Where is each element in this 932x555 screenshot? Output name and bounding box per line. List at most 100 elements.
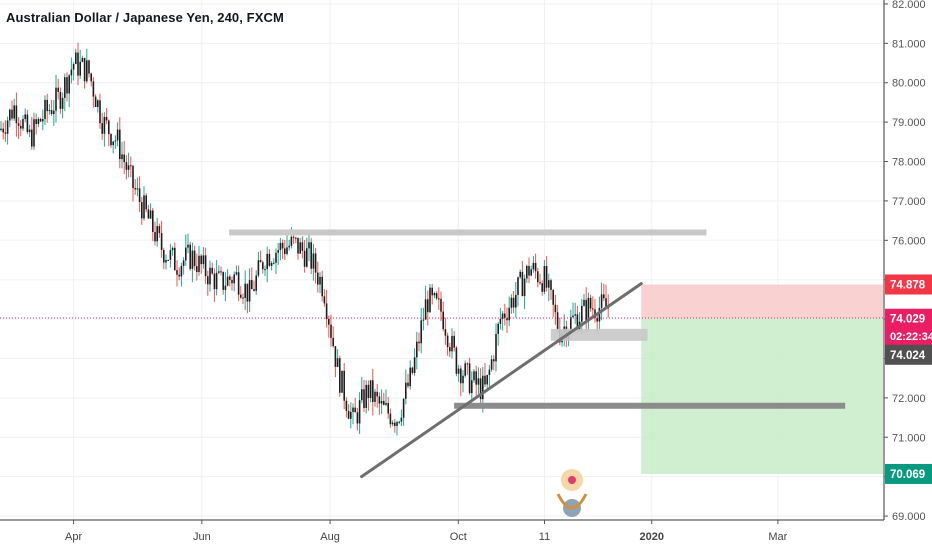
candle-body — [37, 118, 40, 124]
candle-body — [286, 247, 288, 255]
candle-body — [39, 118, 42, 122]
candle-body — [138, 188, 141, 203]
candle-body — [372, 380, 374, 403]
logo-swirl — [556, 493, 588, 510]
candle-body — [158, 226, 161, 234]
candle-body — [171, 247, 174, 251]
candle-body — [20, 125, 22, 129]
candle-body — [352, 407, 354, 412]
x-tick-label: Mar — [768, 531, 787, 543]
candle-body — [257, 260, 260, 276]
price-label-bg — [885, 274, 932, 295]
candle-body — [479, 378, 482, 400]
candle-body — [570, 317, 572, 331]
candle-body — [262, 262, 264, 270]
candle-body — [224, 285, 227, 290]
candle-body — [310, 242, 312, 269]
candle-body — [50, 110, 53, 115]
candle-body — [77, 52, 79, 76]
candle-body — [114, 140, 117, 142]
candle-body — [402, 398, 405, 418]
price-label-text: 70.069 — [890, 469, 925, 481]
candle-body — [585, 299, 587, 322]
y-tick-label: 80.000 — [892, 78, 926, 90]
candle-body — [253, 289, 255, 291]
candle-body — [380, 400, 383, 404]
candle-body — [356, 412, 359, 424]
candle-body — [132, 165, 134, 189]
candle-body — [83, 57, 86, 82]
candle-body — [449, 347, 451, 352]
candle-body — [488, 369, 491, 376]
candle-body — [605, 298, 607, 307]
candle-body — [363, 389, 365, 408]
candle-body — [273, 262, 275, 264]
candle-body — [482, 375, 484, 400]
candle-body — [255, 275, 257, 291]
candle-body — [94, 96, 97, 108]
candle-body — [180, 265, 183, 277]
candle-body — [167, 259, 169, 261]
y-tick-label: 77.000 — [892, 196, 926, 208]
candle-body — [75, 52, 77, 64]
candle-body — [279, 242, 282, 251]
candle-body — [521, 271, 524, 297]
y-tick-label: 72.000 — [892, 393, 926, 405]
candle-body — [53, 110, 55, 115]
candle-body — [145, 195, 147, 210]
candle-body — [319, 276, 321, 285]
candle-body — [418, 341, 420, 344]
candle-body — [530, 269, 532, 276]
candle-body — [163, 250, 165, 263]
candle-body — [552, 289, 554, 305]
candle-body — [292, 236, 295, 238]
candle-body — [70, 69, 73, 76]
candle-body — [422, 319, 425, 321]
candle-body — [532, 262, 535, 270]
candle-body — [9, 109, 11, 121]
candle-body — [248, 280, 251, 302]
candle-body — [61, 97, 64, 109]
candle-body — [189, 244, 191, 269]
candle-body — [468, 363, 471, 394]
candle-body — [2, 128, 4, 133]
candle-body — [328, 318, 330, 325]
candle-body — [57, 87, 59, 92]
candle-body — [365, 384, 367, 408]
candle-body — [11, 109, 13, 119]
trend-line — [360, 282, 643, 479]
candle-body — [226, 276, 229, 286]
candle-body — [24, 114, 26, 120]
candle-body — [103, 116, 106, 134]
candle-body — [589, 297, 592, 309]
candle-body — [526, 265, 528, 279]
candle-body — [17, 123, 20, 126]
candle-body — [345, 400, 348, 411]
grid-lines — [0, 0, 883, 520]
candle-body — [314, 253, 317, 273]
stop-loss-zone — [641, 284, 883, 319]
candle-body — [453, 335, 455, 348]
candle-body — [215, 272, 218, 290]
candle-body — [515, 295, 517, 308]
take-profit-zone — [641, 318, 883, 474]
candle-body — [123, 154, 125, 163]
candle-body — [284, 248, 286, 255]
candle-body — [149, 210, 152, 219]
candle-body — [464, 363, 466, 376]
candle-body — [105, 116, 108, 121]
candle-body — [369, 380, 372, 399]
price-candles — [0, 42, 609, 436]
candle-body — [266, 253, 268, 270]
candle-body — [506, 318, 508, 321]
candle-body — [600, 294, 603, 308]
candle-body — [275, 252, 277, 263]
candle-body — [90, 73, 92, 82]
candle-body — [550, 280, 552, 290]
candle-body — [26, 114, 29, 133]
candle-body — [594, 309, 596, 318]
candle-body — [427, 299, 429, 313]
watermark-logo — [556, 469, 588, 517]
